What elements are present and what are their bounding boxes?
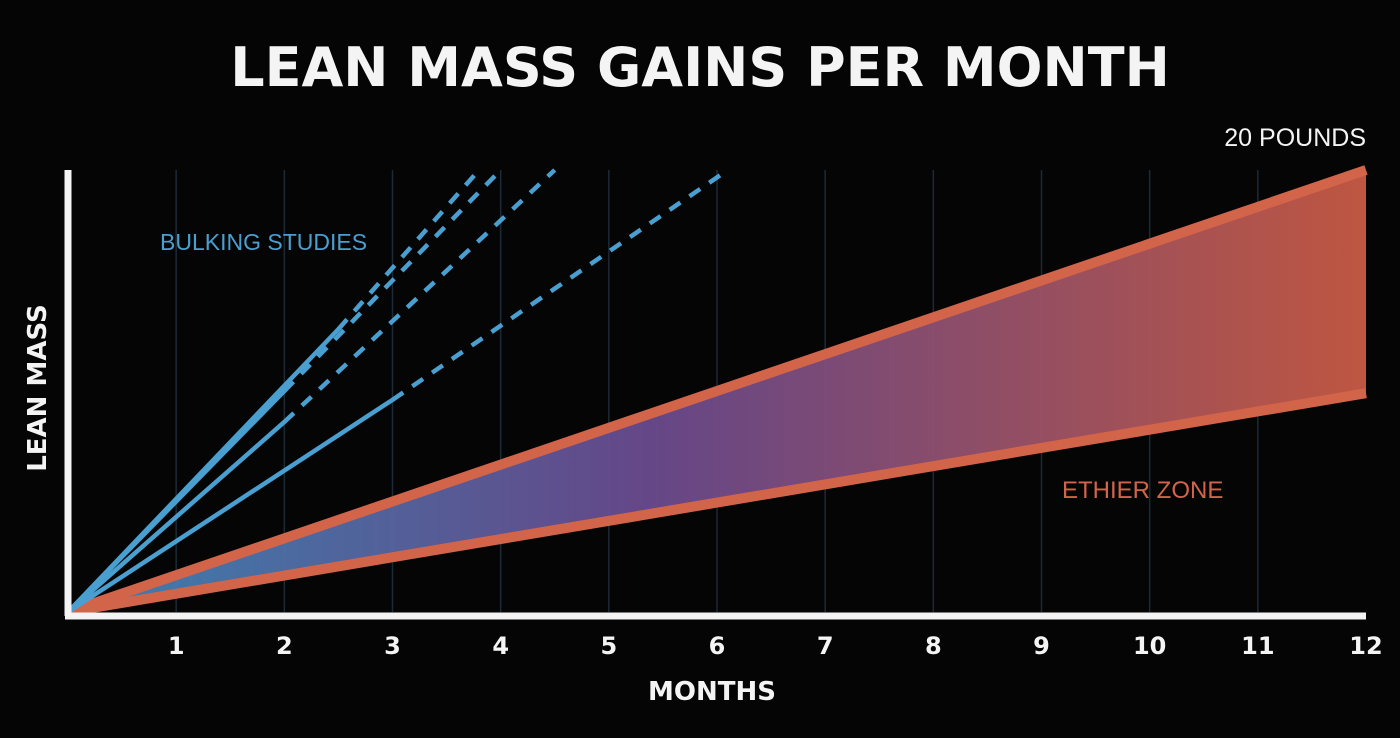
ethier-zone — [66, 165, 1368, 617]
x-tick-11: 11 — [1241, 632, 1274, 660]
x-tick-labels: 1 2 3 4 5 6 7 8 9 10 11 12 — [168, 632, 1383, 660]
bulking-line-2-dashed — [282, 168, 503, 393]
x-tick-6: 6 — [709, 632, 726, 660]
bulking-line-4-solid — [65, 397, 395, 615]
x-tick-12: 12 — [1349, 632, 1382, 660]
y-max-label: 20 POUNDS — [1224, 124, 1366, 152]
ethier-zone-lower-edge — [67, 388, 1367, 617]
bulking-line-4-dashed — [391, 168, 730, 402]
x-tick-9: 9 — [1033, 632, 1050, 660]
y-axis-label: LEAN MASS — [23, 304, 53, 472]
chart-title: LEAN MASS GAINS PER MONTH — [230, 36, 1170, 99]
bulking-line-1-dashed — [336, 168, 481, 331]
x-axis-label: MONTHS — [648, 677, 776, 707]
x-tick-8: 8 — [925, 632, 942, 660]
ethier-zone-label: ETHIER ZONE — [1062, 477, 1223, 504]
bulking-series — [65, 168, 730, 615]
x-tick-3: 3 — [384, 632, 401, 660]
x-tick-2: 2 — [276, 632, 293, 660]
x-tick-7: 7 — [817, 632, 834, 660]
bulking-line-3-dashed — [282, 168, 557, 424]
bulking-line-3-solid — [65, 419, 287, 615]
x-tick-4: 4 — [492, 632, 509, 660]
ethier-zone-upper-edge — [66, 165, 1368, 617]
bulking-line-2-solid — [65, 388, 287, 615]
x-tick-1: 1 — [168, 632, 185, 660]
bulking-studies-label: BULKING STUDIES — [160, 229, 367, 255]
axes — [64, 170, 1366, 620]
x-tick-10: 10 — [1133, 632, 1166, 660]
x-tick-5: 5 — [600, 632, 617, 660]
